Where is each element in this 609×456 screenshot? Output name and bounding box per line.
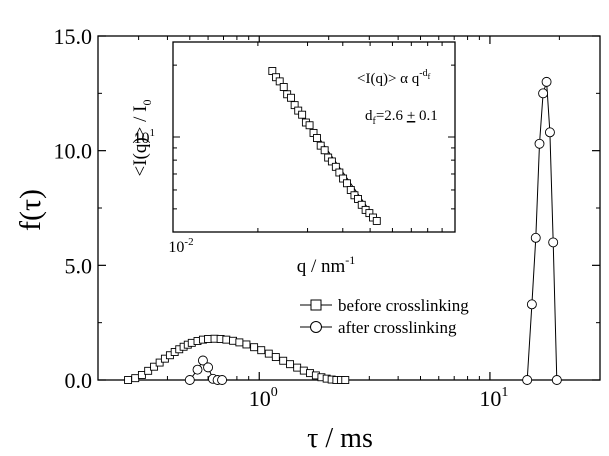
main-plot: 0.0 5.0 10.0 15.0 100 101 f(τ) τ / ms before… bbox=[14, 24, 601, 454]
series-after-line-peak2 bbox=[526, 81, 558, 381]
inset-data-marker bbox=[372, 216, 381, 225]
main-y-tick-label: 5.0 bbox=[65, 253, 93, 278]
series-before-marker bbox=[222, 335, 231, 344]
series-before-marker bbox=[144, 366, 153, 375]
inset-series bbox=[268, 67, 381, 225]
inset-data-marker bbox=[320, 146, 329, 155]
inset-annotation-power-law: <I(q)> α q-df bbox=[357, 68, 431, 87]
series-after-marker bbox=[197, 355, 208, 366]
series-after-marker bbox=[544, 127, 555, 138]
series-before-marker bbox=[293, 363, 302, 372]
series-after-marker bbox=[192, 364, 203, 375]
series-after-marker bbox=[184, 375, 195, 385]
main-y-ticks: 0.0 5.0 10.0 15.0 bbox=[54, 24, 600, 393]
inset-y-axis-label: <I(q)> / I0 bbox=[130, 99, 154, 176]
main-y-tick-label: 10.0 bbox=[54, 139, 93, 164]
inset-x-axis-label: q / nm-1 bbox=[297, 253, 356, 277]
plus-minus: + bbox=[407, 108, 415, 124]
series-after-marker bbox=[530, 232, 541, 243]
series-after-marker bbox=[551, 375, 562, 385]
series-after-marker bbox=[548, 237, 559, 248]
series-after-marker bbox=[534, 138, 545, 149]
series-after-marker bbox=[522, 375, 533, 385]
main-y-tick-label: 15.0 bbox=[54, 24, 93, 49]
y-axis-label: f(τ) bbox=[14, 189, 47, 231]
series-before-marker bbox=[235, 338, 244, 347]
main-x-ticks: 100 101 bbox=[97, 36, 601, 411]
main-series bbox=[124, 76, 562, 385]
inset-data-marker bbox=[313, 134, 321, 142]
inset-data-marker bbox=[327, 157, 336, 166]
inset-data-marker bbox=[305, 121, 314, 130]
main-x-tick-label: 101 bbox=[479, 385, 508, 411]
legend-label-before: before crosslinking bbox=[338, 296, 469, 315]
series-before-marker bbox=[137, 371, 146, 379]
inset-data-marker bbox=[316, 141, 325, 150]
inset-y-tick-label: 101 bbox=[134, 127, 156, 147]
inset-x-tick-label: 10-2 bbox=[168, 236, 193, 256]
series-before-marker bbox=[131, 374, 140, 383]
inset-annotation-fractal-dim: df=2.6 + 0.1 bbox=[365, 108, 438, 127]
series-before-marker bbox=[341, 376, 350, 384]
legend: before crosslinking after crosslinking bbox=[300, 296, 469, 337]
inset-data-marker bbox=[343, 179, 351, 188]
main-y-tick-label: 0.0 bbox=[65, 368, 93, 393]
series-before-marker bbox=[204, 334, 213, 343]
inset-plot: 10-2 101 <I(q)> / I0 q / nm-1 <I(q)> α q-… bbox=[130, 41, 456, 277]
legend-label-after: after crosslinking bbox=[338, 318, 457, 337]
inset-data-marker bbox=[279, 83, 288, 91]
series-after-marker bbox=[541, 76, 552, 87]
inset-data-marker bbox=[287, 93, 295, 102]
legend-marker-square bbox=[310, 299, 322, 311]
series-after-marker bbox=[217, 375, 228, 385]
series-before-marker bbox=[271, 353, 280, 362]
x-axis-label: τ / ms bbox=[307, 423, 373, 454]
inset-ticks: 10-2 101 bbox=[134, 42, 456, 256]
series-before-marker bbox=[286, 360, 295, 369]
series-after-marker bbox=[526, 299, 537, 310]
inset-data-marker bbox=[298, 110, 307, 119]
main-x-tick-label: 100 bbox=[249, 385, 278, 411]
series-after-marker bbox=[203, 362, 214, 373]
inset-data-marker bbox=[275, 77, 284, 86]
series-before-marker bbox=[124, 376, 133, 384]
series-before-marker bbox=[242, 340, 251, 349]
series-before-marker bbox=[264, 349, 273, 358]
series-before-marker bbox=[257, 346, 266, 355]
legend-marker-circle bbox=[310, 321, 322, 333]
series-before-marker bbox=[279, 356, 288, 365]
series-after-marker bbox=[538, 88, 549, 99]
series-before-marker bbox=[250, 343, 259, 352]
series-before-marker bbox=[150, 362, 159, 371]
